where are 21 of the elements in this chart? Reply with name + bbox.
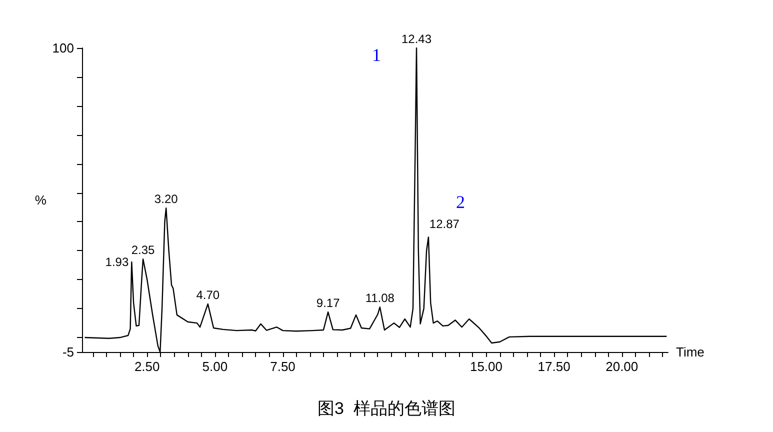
x-tick-label: 15.00 (470, 359, 503, 374)
annotation: 2.35 (131, 243, 156, 258)
annotation: 2 (456, 192, 465, 212)
x-tick-label: 5.00 (202, 359, 228, 374)
x-tick-label: 7.50 (270, 359, 296, 374)
annotation: 1.93 (105, 254, 129, 269)
annotation: 9.17 (316, 296, 340, 310)
text: 图3 样品的色谱图 (318, 399, 456, 418)
y-tick-label: 100 (52, 40, 74, 56)
annotation: 11.08 (365, 291, 395, 306)
x-axis-title: Time (676, 344, 704, 360)
annotation: 12.43 (401, 32, 432, 46)
x-tick-label: 20.00 (606, 359, 638, 374)
annotation: 12.87 (429, 217, 460, 232)
x-tick-label: 17.50 (538, 359, 570, 374)
x-tick-label: 2.50 (134, 359, 160, 374)
y-axis-title: % (34, 192, 47, 208)
annotation: 3.20 (154, 192, 178, 206)
annotation: 4.70 (196, 288, 220, 302)
y-tick-label: -5 (62, 344, 74, 360)
annotation: 1 (372, 45, 381, 65)
